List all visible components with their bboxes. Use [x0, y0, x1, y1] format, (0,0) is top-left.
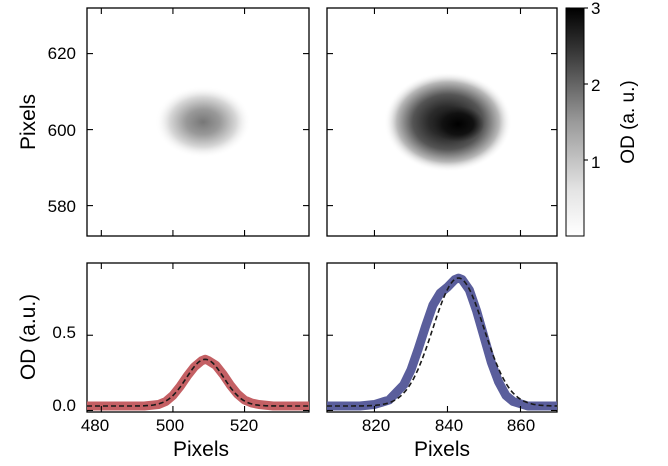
tl-y-axis-title: Pixels [17, 94, 40, 150]
tick-label: 2 [591, 76, 600, 95]
tick-label: 820 [362, 416, 390, 435]
fit-series-line [327, 277, 557, 407]
tick-label: 620 [48, 44, 76, 63]
colorbar-gradient [565, 7, 585, 237]
bl-y-axis-title: OD (a.u.) [17, 294, 40, 380]
tick-label: 860 [507, 416, 535, 435]
tick-marks [87, 7, 588, 412]
colorbar-title: OD (a. u.) [618, 80, 639, 163]
br-x-axis-title: Pixels [414, 438, 470, 461]
br-x-tick-labels: 820 840 860 [362, 416, 535, 435]
heatmap-panel-left [86, 7, 310, 237]
cloud-core-right [432, 106, 484, 142]
tick-label: 600 [48, 121, 76, 140]
tick-label: 1 [591, 153, 600, 172]
tick-label: 0.5 [52, 323, 76, 342]
tick-label: 500 [156, 416, 184, 435]
tick-label: 3 [591, 0, 600, 18]
data-series-line [87, 354, 309, 411]
colorbar-tick-labels: 3 2 1 [591, 0, 600, 172]
bl-x-tick-labels: 480 500 520 [81, 416, 258, 435]
tick-label: 840 [435, 416, 463, 435]
profile-panel-left [86, 262, 310, 413]
tick-label: 0.0 [52, 396, 76, 415]
tick-label: 520 [230, 416, 258, 435]
data-series-line [327, 273, 557, 411]
tl-y-tick-labels: 620 600 580 [48, 44, 76, 216]
tick-label: 580 [48, 197, 76, 216]
bl-x-axis-title: Pixels [173, 438, 229, 461]
heatmap-panel-right [326, 7, 558, 237]
bl-y-tick-labels: 0.5 0.0 [52, 323, 76, 415]
fit-series-line [87, 358, 309, 407]
tick-label: 480 [81, 416, 109, 435]
colorbar [565, 7, 585, 237]
profile-panel-right [326, 262, 558, 413]
cloud-blob-left [155, 86, 251, 158]
